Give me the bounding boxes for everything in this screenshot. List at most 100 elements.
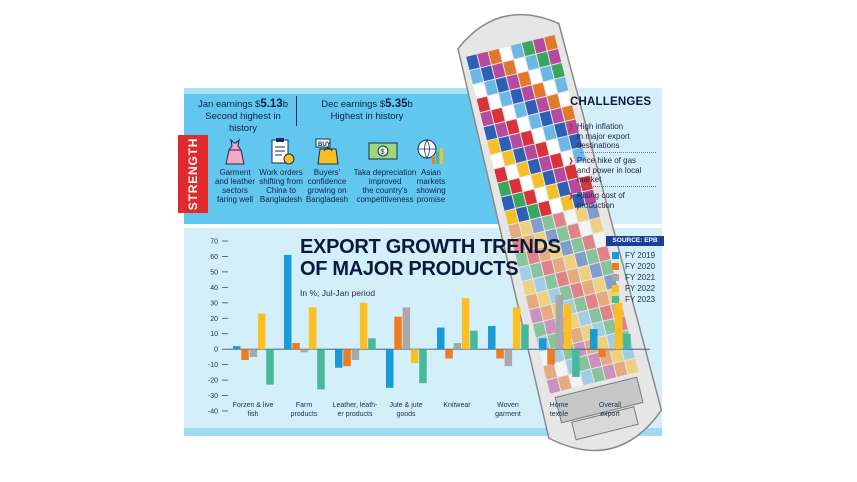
ship-container [528,68,543,85]
ship-container [511,237,526,253]
ship-container [585,248,600,265]
arrow-right-icon: ❱ [568,158,574,165]
ship-container [613,361,628,377]
bar [606,349,615,351]
ship-container [513,102,528,118]
ship-container [494,121,509,138]
ship-container [518,265,533,282]
y-tick-label: 40 [210,285,218,292]
bar [512,307,521,350]
ship-container [541,214,556,231]
strength-item-garment: Garment and leather sectors faring well [214,168,256,204]
strength-item-buyers: Buyers' confidence growing on Bangladesh [305,168,349,204]
x-category-label: Knitwear [443,402,471,409]
ship-container [546,377,561,394]
legend-swatch [612,252,619,259]
ship-container [576,355,591,372]
bar [572,349,580,377]
ship-container [491,107,505,124]
bar [555,295,564,350]
x-category-label: Home [550,402,569,409]
bar [292,343,300,350]
buy-bag-icon: BUY [315,138,339,165]
ship-container [543,318,558,335]
y-tick-label: 20 [210,316,218,323]
ship-container [543,124,557,141]
ship-container [541,259,555,276]
ship-container [561,150,575,166]
bar [470,330,478,350]
ship-container [517,116,531,133]
panel-top-stripe [184,88,662,94]
ship-container [560,195,575,211]
bar [343,349,351,367]
ship-container [571,192,586,209]
ship-container [547,48,562,65]
bar [496,349,504,359]
ship-container [550,153,564,169]
y-tick-label: -30 [208,393,218,400]
ship-container [571,237,585,254]
legend-swatch [612,274,619,281]
jan-earnings: Jan earnings $5.13b Second highest in hi… [197,98,288,134]
ship-container [487,138,501,155]
ship-container [531,172,545,189]
ship-container [504,209,519,225]
bar [598,349,606,357]
ship-container [520,175,534,192]
ship-container [534,186,549,203]
y-tick-label: -10 [208,362,218,369]
ship-container [585,293,599,310]
ship-container [564,164,579,180]
x-category-label: goods [396,411,416,418]
legend-item: FY 2020 [612,261,655,272]
globe-chart-icon [417,139,443,164]
x-category-label: Forzen & live [233,402,274,409]
ship-container [525,293,540,310]
ship-container [515,206,530,222]
ship-container [533,37,547,54]
ship-container [510,88,524,104]
arrow-right-icon: ❱ [568,124,574,131]
ship-container [589,217,604,234]
bar [419,349,427,384]
ship-container [545,183,560,200]
challenges-title: CHALLENGES [570,96,652,108]
ship-container [536,51,551,68]
ship-container [508,223,522,239]
bar [547,349,555,365]
ship-container [577,310,591,327]
bar [351,349,360,360]
ship-container [557,136,572,152]
ship-container [568,133,583,150]
ship-container [552,212,567,228]
ship-container [477,51,491,68]
ship-container [512,192,526,208]
ship-container [524,144,538,161]
banknote-icon: $ [368,142,398,160]
bar [488,326,496,350]
ship-container [502,105,516,121]
ship-container [498,136,512,152]
x-category-label: Leather, leath- [333,402,378,409]
ship-container [503,60,517,76]
ship-container [488,48,502,65]
ship-container [484,79,498,96]
legend-swatch [612,296,619,303]
x-category-label: products [291,411,318,418]
ship-container [564,209,578,225]
y-tick-label: 60 [210,254,218,261]
ship-container [581,279,596,296]
ship-container [499,46,514,62]
ship-container [543,79,558,96]
bar [563,304,572,350]
bar [308,307,317,350]
legend-item: FY 2023 [612,294,655,305]
ship-container [510,43,525,59]
legend-swatch [612,285,619,292]
ship-container [536,96,550,113]
y-tick-label: 30 [210,300,218,307]
bar [257,313,266,350]
ship-container [532,321,547,338]
ship-container [528,113,542,130]
